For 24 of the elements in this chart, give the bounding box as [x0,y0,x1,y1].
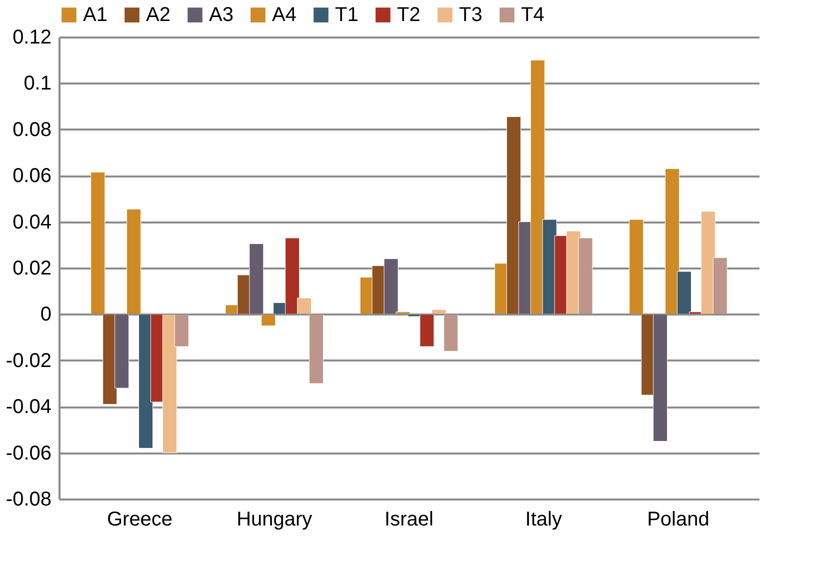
y-tick-label: 0 [40,304,52,326]
legend-label: T1 [335,4,358,26]
y-tick-label: 0.12 [12,26,52,48]
y-tick-label: 0.1 [24,72,52,95]
x-tick-label: Italy [525,508,562,530]
y-tick-label: 0.08 [12,118,52,141]
y-tick-label: -0.08 [6,488,52,510]
legend-label: T4 [521,4,544,26]
y-tick-label: -0.02 [6,350,52,372]
y-tick-label: 0.06 [12,165,52,188]
legend-label: A4 [272,4,296,26]
legend-label: A3 [209,4,234,26]
x-tick-label: Greece [106,508,173,530]
legend-label: A1 [83,4,108,26]
y-tick-label: -0.06 [6,442,52,464]
y-tick-label: 0.02 [12,258,52,280]
y-tick-label: -0.04 [6,396,52,418]
x-tick-label: Hungary [236,508,312,530]
x-tick-label: Poland [647,508,710,530]
y-tick-label: 0.04 [12,211,52,234]
x-tick-label: Israel [384,508,434,530]
legend-label: T3 [459,4,482,26]
legend-label: T2 [397,4,420,26]
legend-label: A2 [146,4,170,26]
